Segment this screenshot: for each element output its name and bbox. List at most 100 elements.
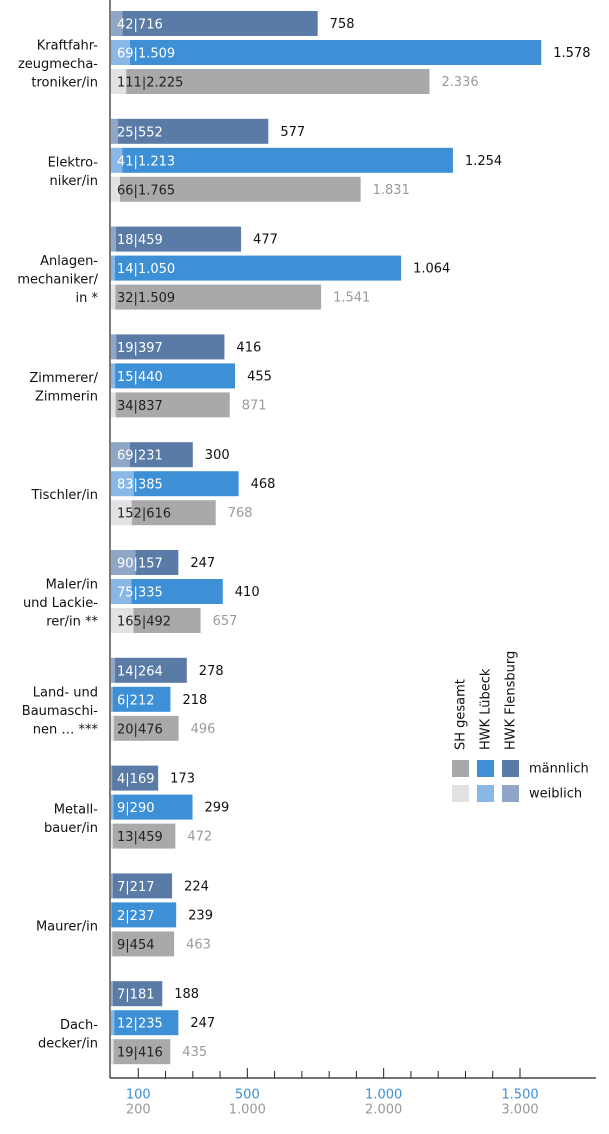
bar-female: [111, 765, 113, 791]
legend-group: HWK Lübeck: [479, 668, 494, 750]
total-label: 239: [188, 908, 213, 923]
bar-inner-label: 83|385: [117, 477, 163, 492]
bar-female: [111, 873, 113, 899]
bar-inner-label: 6|212: [117, 693, 155, 708]
separator: |: [134, 262, 138, 277]
legend-group: SH gesamt: [454, 679, 469, 750]
male-label: 231: [138, 448, 163, 463]
male-label: 397: [138, 340, 163, 355]
bar-female: [111, 147, 123, 173]
bar-male: [115, 284, 322, 310]
bar-female: [111, 1039, 114, 1065]
male-label: 476: [138, 722, 163, 737]
total-label: 1.254: [465, 154, 502, 169]
total-label: 871: [242, 398, 267, 413]
total-label: 1.541: [333, 291, 370, 306]
category-label: troniker/in: [31, 76, 98, 91]
x-tick-label: 500: [235, 1088, 260, 1103]
bar-inner-label: 9|454: [117, 937, 155, 952]
bar-male: [115, 226, 242, 252]
male-label: 1.509: [138, 291, 175, 306]
bar-inner-label: 2|237: [117, 908, 155, 923]
total-label: 472: [187, 830, 212, 845]
bar-male: [122, 147, 453, 173]
male-label: 237: [130, 908, 155, 923]
female-label: 9: [117, 937, 125, 952]
total-label: 247: [190, 1016, 215, 1031]
bar-female: [111, 794, 114, 820]
separator: |: [134, 17, 138, 32]
bar-male: [114, 657, 187, 683]
bar-female: [111, 579, 132, 604]
bar-male: [119, 176, 361, 202]
total-label: 455: [247, 369, 272, 384]
total-label: 1.064: [413, 262, 450, 277]
category-label: und Lackie-: [23, 596, 98, 611]
male-label: 1.509: [138, 46, 175, 61]
bar-inner-label: 69|1.509: [117, 46, 175, 61]
total-label: 496: [191, 722, 216, 737]
legend-group: HWK Flensburg: [504, 651, 519, 750]
male-label: 2.225: [146, 75, 183, 90]
separator: |: [134, 830, 138, 845]
bar-inner-label: 25|552: [117, 125, 163, 140]
male-label: 440: [138, 369, 163, 384]
bar-male: [112, 873, 173, 899]
total-label: 173: [170, 772, 195, 787]
female-label: 14: [117, 664, 134, 679]
category-label: rer/in **: [46, 615, 98, 630]
separator: |: [142, 506, 146, 521]
x2-tick-label: 2.000: [365, 1103, 402, 1118]
bar-male: [116, 334, 225, 360]
bar-inner-label: 19|397: [117, 340, 163, 355]
category-label: Maurer/in: [36, 919, 98, 934]
legend-swatch-male: [502, 760, 519, 777]
bar-female: [111, 608, 134, 633]
total-label: 218: [182, 693, 207, 708]
bar-inner-label: 9|290: [117, 801, 155, 816]
bar-inner-label: 19|416: [117, 1045, 163, 1060]
female-label: 152: [117, 506, 142, 521]
bar-female: [111, 981, 113, 1007]
bar-male: [111, 902, 177, 928]
bar-male: [126, 69, 430, 94]
bar-inner-label: 7|181: [117, 987, 155, 1002]
category-label: decker/in: [38, 1036, 98, 1051]
male-label: 217: [130, 879, 155, 894]
bar-female: [111, 392, 116, 418]
bar-male: [112, 765, 159, 791]
male-label: 169: [130, 772, 155, 787]
total-label: 2.336: [441, 75, 478, 90]
total-label: 299: [205, 801, 230, 816]
male-label: 290: [130, 801, 155, 816]
female-label: 4: [117, 772, 125, 787]
separator: |: [134, 664, 138, 679]
separator: |: [125, 908, 129, 923]
separator: |: [142, 75, 146, 90]
female-label: 83: [117, 477, 134, 492]
separator: |: [134, 448, 138, 463]
female-label: 7: [117, 879, 125, 894]
bar-female: [111, 657, 115, 683]
category-label: in *: [76, 291, 99, 306]
male-label: 235: [138, 1016, 163, 1031]
bar-male: [129, 442, 193, 468]
female-label: 19: [117, 340, 134, 355]
total-label: 657: [213, 614, 238, 629]
bar-male: [129, 40, 542, 65]
female-label: 12: [117, 1016, 134, 1031]
bar-female: [111, 11, 123, 36]
total-label: 477: [253, 233, 278, 248]
bar-inner-label: 42|716: [117, 17, 163, 32]
total-label: 416: [236, 340, 261, 355]
category-label: Anlagen-: [40, 254, 98, 269]
female-label: 69: [117, 46, 134, 61]
bar-inner-label: 66|1.765: [117, 183, 175, 198]
bar-female: [111, 902, 112, 928]
bar-inner-label: 165|492: [117, 614, 171, 629]
bar-inner-label: 32|1.509: [117, 291, 175, 306]
category-label: bauer/in: [44, 821, 98, 836]
male-label: 716: [138, 17, 163, 32]
female-label: 75: [117, 585, 134, 600]
bar-female: [111, 686, 113, 712]
